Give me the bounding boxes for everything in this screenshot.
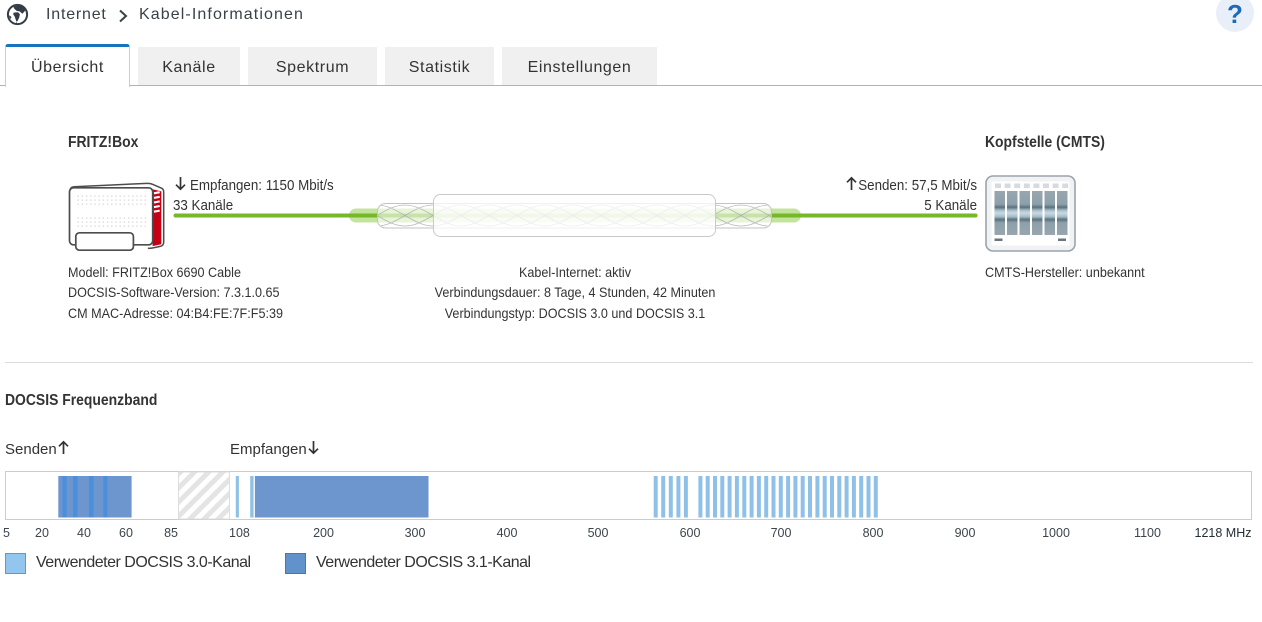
- svg-text:1000: 1000: [1042, 526, 1070, 540]
- svg-text:1218 MHz: 1218 MHz: [1195, 526, 1252, 540]
- svg-text:5: 5: [3, 526, 10, 540]
- svg-text:60: 60: [119, 526, 133, 540]
- svg-text:108: 108: [229, 526, 250, 540]
- svg-text:1100: 1100: [1134, 526, 1161, 540]
- svg-text:700: 700: [771, 526, 792, 540]
- svg-text:40: 40: [77, 526, 91, 540]
- svg-text:300: 300: [405, 526, 426, 540]
- svg-text:900: 900: [955, 526, 976, 540]
- svg-text:85: 85: [164, 526, 178, 540]
- svg-text:500: 500: [588, 526, 609, 540]
- svg-text:20: 20: [35, 526, 49, 540]
- svg-text:800: 800: [863, 526, 884, 540]
- svg-text:400: 400: [497, 526, 518, 540]
- svg-text:600: 600: [680, 526, 701, 540]
- svg-text:200: 200: [313, 526, 334, 540]
